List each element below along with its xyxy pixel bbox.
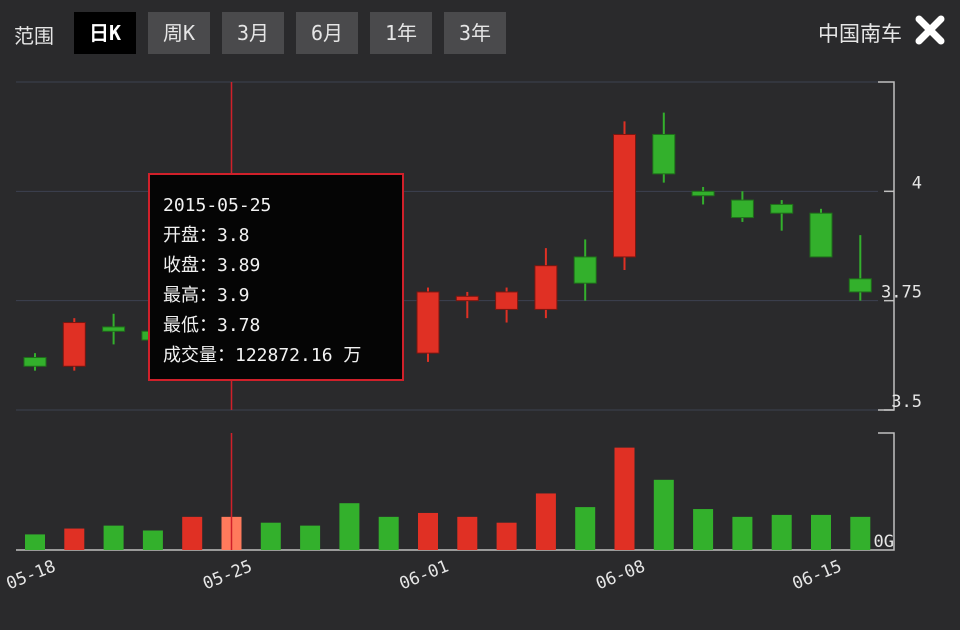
candle bbox=[23, 353, 47, 371]
price-tooltip: 2015-05-25 开盘：3.8 收盘：3.89 最高：3.9 最低：3.78… bbox=[148, 173, 404, 381]
candle bbox=[416, 287, 440, 362]
tooltip-low-row: 最低：3.78 bbox=[163, 311, 402, 341]
y-tick-label: 4 bbox=[912, 173, 922, 193]
candle-body bbox=[848, 278, 872, 293]
candle-body bbox=[495, 291, 519, 310]
tooltip-high-value: 3.9 bbox=[217, 285, 250, 306]
tooltip-high-row: 最高：3.9 bbox=[163, 281, 402, 311]
candle bbox=[848, 235, 872, 301]
volume-bar bbox=[182, 516, 203, 550]
x-tick-label: 05-18 bbox=[4, 557, 59, 595]
volume-series bbox=[25, 447, 871, 550]
volume-bar bbox=[811, 514, 831, 550]
volume-bar bbox=[300, 525, 321, 550]
y-tick-label: 3.75 bbox=[881, 283, 922, 303]
volume-tick-label: 0G bbox=[874, 532, 894, 552]
candle-body bbox=[416, 291, 440, 354]
volume-bar bbox=[418, 512, 438, 550]
close-icon[interactable] bbox=[912, 12, 948, 48]
volume-bar bbox=[64, 528, 85, 550]
volume-bar bbox=[378, 516, 399, 550]
range-button-3-months[interactable]: 3月 bbox=[222, 12, 284, 54]
tooltip-volume-unit: 万 bbox=[343, 345, 362, 366]
volume-bar bbox=[693, 509, 714, 550]
volume-bar bbox=[732, 516, 753, 550]
tooltip-volume-value: 122872.16 bbox=[235, 345, 333, 366]
tooltip-low-label: 最低： bbox=[163, 315, 217, 336]
tooltip-open-value: 3.8 bbox=[217, 225, 250, 246]
candle bbox=[534, 248, 558, 319]
candle bbox=[652, 112, 676, 183]
candle-body bbox=[613, 133, 636, 258]
candle-body bbox=[455, 295, 479, 302]
volume-bar bbox=[496, 522, 517, 550]
range-button-1-year[interactable]: 1年 bbox=[370, 12, 432, 54]
range-label: 范围 bbox=[14, 24, 54, 48]
candle bbox=[573, 239, 597, 301]
tooltip-close-value: 3.89 bbox=[217, 255, 261, 276]
price-axis bbox=[878, 81, 895, 411]
candle bbox=[809, 208, 833, 258]
candle-body bbox=[730, 199, 754, 219]
top-bar: 范围 日K 周K 3月 6月 1年 3年 中国南车 bbox=[0, 0, 960, 62]
volume-bar bbox=[103, 525, 124, 550]
range-button-daily[interactable]: 日K bbox=[74, 12, 136, 54]
x-tick-label: 06-01 bbox=[397, 557, 452, 595]
volume-bar bbox=[457, 516, 478, 550]
candle bbox=[495, 287, 519, 323]
candle-body bbox=[770, 203, 794, 214]
tooltip-volume-label: 成交量： bbox=[163, 345, 235, 366]
y-tick-label: 3.5 bbox=[891, 392, 922, 412]
volume-bar bbox=[142, 530, 163, 550]
range-button-weekly[interactable]: 周K bbox=[148, 12, 210, 54]
tooltip-high-label: 最高： bbox=[163, 285, 217, 306]
tooltip-open-label: 开盘： bbox=[163, 225, 217, 246]
candle bbox=[613, 121, 636, 271]
candle bbox=[730, 191, 754, 222]
range-button-6-months[interactable]: 6月 bbox=[296, 12, 358, 54]
candle bbox=[691, 186, 715, 205]
candle-body bbox=[102, 326, 126, 332]
candle bbox=[102, 313, 126, 345]
range-button-3-years[interactable]: 3年 bbox=[444, 12, 506, 54]
x-tick-label: 06-08 bbox=[593, 557, 648, 595]
candle-body bbox=[23, 357, 47, 367]
candle-body bbox=[534, 265, 558, 310]
volume-bar bbox=[535, 493, 556, 550]
volume-bar bbox=[850, 516, 871, 550]
tooltip-open-row: 开盘：3.8 bbox=[163, 221, 402, 251]
volume-bar bbox=[653, 479, 674, 550]
tooltip-date: 2015-05-25 bbox=[163, 195, 272, 216]
candle bbox=[62, 318, 86, 371]
candle-body bbox=[691, 190, 715, 197]
volume-bar bbox=[260, 522, 281, 550]
volume-bar bbox=[771, 514, 792, 550]
volume-bar bbox=[575, 507, 596, 550]
volume-bar bbox=[25, 534, 45, 550]
stock-name: 中国南车 bbox=[818, 22, 902, 46]
volume-bar bbox=[614, 447, 635, 550]
candle-body bbox=[809, 212, 833, 258]
volume-bar bbox=[339, 503, 360, 550]
volume-axis bbox=[878, 432, 895, 551]
tooltip-close-label: 收盘： bbox=[163, 255, 217, 276]
tooltip-close-row: 收盘：3.89 bbox=[163, 251, 402, 281]
chart-axes bbox=[878, 81, 895, 551]
tooltip-volume-row: 成交量：122872.16 万 bbox=[163, 341, 402, 371]
candle bbox=[455, 291, 479, 319]
x-tick-label: 06-15 bbox=[790, 557, 845, 595]
tooltip-low-value: 3.78 bbox=[217, 315, 261, 336]
candle-body bbox=[62, 322, 86, 367]
candle bbox=[770, 200, 794, 231]
candle-body bbox=[652, 133, 676, 175]
x-tick-label: 05-25 bbox=[200, 557, 255, 595]
price-grid bbox=[16, 81, 878, 551]
candle-body bbox=[573, 256, 597, 284]
